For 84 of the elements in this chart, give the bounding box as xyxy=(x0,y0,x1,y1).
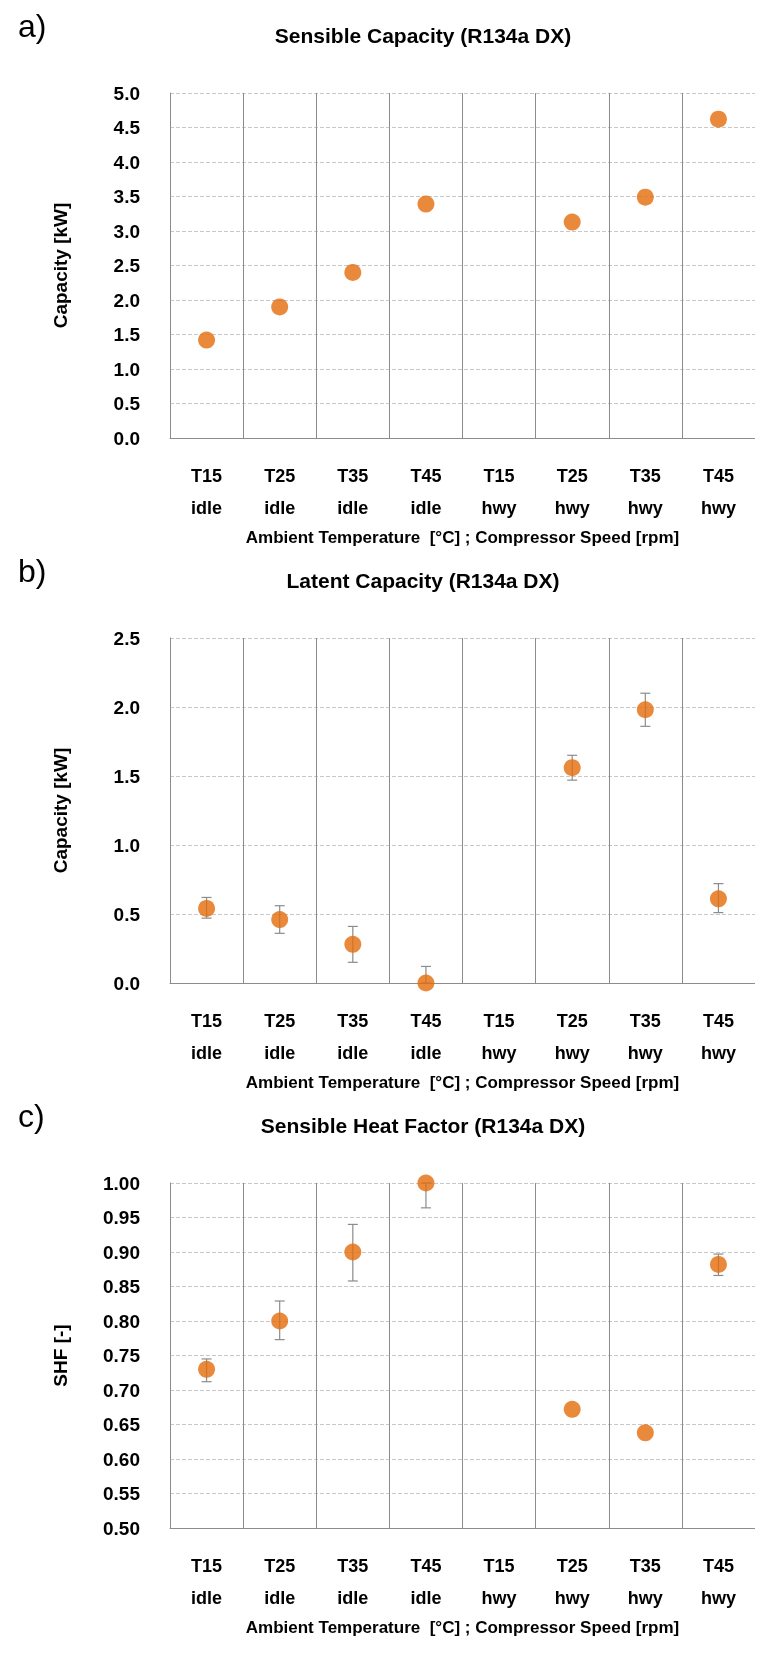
y-tick-label: 1.0 xyxy=(113,834,140,856)
chart-title: Latent Capacity (R134a DX) xyxy=(286,569,560,592)
point xyxy=(563,759,581,777)
x-axis-title: Ambient Temperature [°C] ; Compressor Speed [rpm] xyxy=(245,527,680,547)
point xyxy=(344,263,362,281)
x-tick-label: T15 idle xyxy=(191,1011,223,1063)
x-tick-label: T25 hwy xyxy=(554,1556,590,1608)
y-tick-label: 0.55 xyxy=(103,1483,141,1504)
y-tick-label: 0.80 xyxy=(103,1310,140,1332)
x-tick-label: T15 hwy xyxy=(481,1011,517,1063)
y-axis-title: Capacity [kW] xyxy=(50,747,71,874)
y-axis-title: SHF [-] xyxy=(50,1324,71,1387)
point xyxy=(636,701,654,719)
x-tick-label: T45 idle xyxy=(410,466,442,518)
x-tick-label: T35 hwy xyxy=(627,466,663,518)
x-axis-title: Ambient Temperature [°C] ; Compressor Speed [rpm] xyxy=(245,1617,680,1637)
point xyxy=(271,911,289,929)
text: a) xyxy=(18,8,47,44)
y-tick-label: 0.95 xyxy=(103,1207,141,1228)
point xyxy=(417,1174,435,1192)
y-tick-label: 2.0 xyxy=(113,696,140,718)
x-tick-label: T25 hwy xyxy=(554,466,590,518)
x-tick-label: T15 idle xyxy=(191,466,223,518)
point xyxy=(198,331,216,349)
point xyxy=(709,890,727,908)
y-tick-label: 0.65 xyxy=(103,1414,141,1435)
y-tick-label: 0.0 xyxy=(113,972,140,994)
y-tick-label: 0.70 xyxy=(103,1379,140,1401)
y-tick-label: 4.5 xyxy=(113,117,141,138)
text: c) xyxy=(18,1098,45,1134)
point xyxy=(344,935,362,953)
x-tick-label: T45 hwy xyxy=(700,466,736,518)
y-tick-label: 4.0 xyxy=(113,151,140,173)
y-tick-label: 3.0 xyxy=(113,220,140,242)
y-tick-label: 2.0 xyxy=(113,289,140,311)
y-tick-label: 0.5 xyxy=(113,393,141,414)
point xyxy=(563,213,581,231)
point xyxy=(417,195,435,213)
y-tick-label: 0.5 xyxy=(113,903,141,925)
x-tick-label: T35 idle xyxy=(337,1556,369,1608)
y-tick-label: 2.5 xyxy=(113,627,141,649)
point xyxy=(563,1400,581,1418)
x-tick-label: T25 idle xyxy=(264,1556,296,1608)
y-tick-label: 5.0 xyxy=(113,82,140,104)
y-tick-label: 0.75 xyxy=(103,1345,141,1366)
text: b) xyxy=(18,553,47,589)
y-tick-label: 3.5 xyxy=(113,186,141,207)
point xyxy=(709,1255,727,1273)
y-tick-label: 0.60 xyxy=(103,1448,140,1470)
x-tick-label: T25 hwy xyxy=(554,1011,590,1063)
x-tick-label: T15 hwy xyxy=(481,1556,517,1608)
x-tick-label: T45 hwy xyxy=(700,1011,736,1063)
x-tick-label: T35 hwy xyxy=(627,1556,663,1608)
chart-title: Sensible Heat Factor (R134a DX) xyxy=(260,1114,586,1137)
y-tick-label: 1.0 xyxy=(113,358,140,380)
x-axis-title: Ambient Temperature [°C] ; Compressor Speed [rpm] xyxy=(245,1072,680,1092)
y-tick-label: 0.90 xyxy=(103,1241,140,1263)
point xyxy=(709,110,727,128)
x-tick-label: T25 idle xyxy=(264,1011,296,1063)
y-tick-label: 0.85 xyxy=(103,1276,141,1297)
x-tick-label: T45 idle xyxy=(410,1011,442,1063)
y-tick-label: 1.00 xyxy=(103,1172,140,1194)
x-tick-label: T35 idle xyxy=(337,466,369,518)
point xyxy=(636,188,654,206)
y-tick-label: 0.0 xyxy=(113,427,140,449)
x-tick-label: T25 idle xyxy=(264,466,296,518)
point xyxy=(271,298,289,316)
y-axis-title: Capacity [kW] xyxy=(50,202,71,329)
x-tick-label: T35 idle xyxy=(337,1011,369,1063)
point xyxy=(271,1312,289,1330)
y-tick-label: 1.5 xyxy=(113,765,141,787)
chart-title: Sensible Capacity (R134a DX) xyxy=(274,24,572,47)
y-tick-label: 0.50 xyxy=(103,1517,140,1539)
x-tick-label: T15 idle xyxy=(191,1556,223,1608)
y-tick-label: 2.5 xyxy=(113,255,141,276)
point xyxy=(198,1360,216,1378)
x-tick-label: T35 hwy xyxy=(627,1011,663,1063)
x-tick-label: T45 idle xyxy=(410,1556,442,1608)
point xyxy=(417,974,435,992)
x-tick-label: T45 hwy xyxy=(700,1556,736,1608)
y-tick-label: 1.5 xyxy=(113,324,141,345)
x-tick-label: T15 hwy xyxy=(481,466,517,518)
point xyxy=(344,1243,362,1261)
point xyxy=(636,1424,654,1442)
